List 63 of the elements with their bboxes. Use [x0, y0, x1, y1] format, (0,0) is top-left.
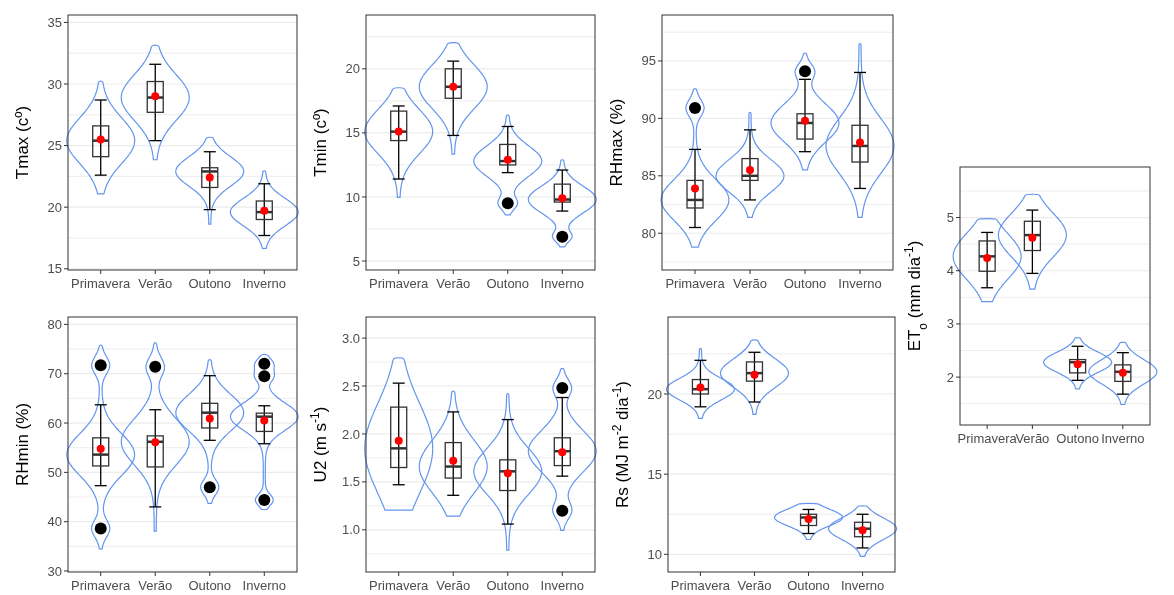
y-tick-label: 2.5: [341, 378, 360, 394]
x-tick-label: Outono: [188, 578, 232, 593]
y-tick-label: 50: [47, 464, 62, 480]
x-tick-label: Verão: [1015, 431, 1050, 446]
x-tick-label: Primavera: [71, 578, 132, 593]
y-tick-label: 30: [47, 76, 62, 92]
x-tick-label: Inverno: [540, 276, 584, 291]
y-tick-label: 95: [641, 53, 656, 69]
x-tick-label: Inverno: [242, 578, 286, 593]
x-tick-label: Primavera: [665, 276, 726, 291]
y-tick-label: 40: [47, 514, 62, 530]
x-tick-label: Outono: [1056, 431, 1099, 446]
x-tick-label: Inverno: [838, 276, 882, 291]
y-tick-label: 80: [641, 225, 656, 241]
x-tick-label: Inverno: [540, 578, 584, 593]
x-tick-label: Verão: [436, 276, 471, 291]
y-tick-label: 60: [47, 415, 62, 431]
y-tick-label: 70: [47, 366, 62, 382]
y-tick-label: 20: [345, 61, 360, 77]
y-tick-label: 15: [647, 466, 662, 482]
x-tick-label: Verão: [138, 578, 173, 593]
y-tick-label: 1.0: [341, 522, 360, 538]
x-tick-label: Primavera: [71, 276, 132, 291]
x-tick-label: Outono: [486, 578, 530, 593]
y-tick-label: 85: [641, 168, 656, 184]
y-axis-title: Tmin (cº): [311, 108, 330, 177]
y-tick-label: 10: [647, 546, 662, 562]
x-tick-label: Verão: [138, 276, 173, 291]
y-tick-label: 5: [352, 253, 360, 269]
y-tick-label: 80: [47, 316, 62, 332]
y-axis-title: RHmax (%): [607, 98, 626, 187]
x-tick-label: Primavera: [369, 276, 430, 291]
y-tick-label: 2: [946, 369, 954, 385]
y-tick-label: 5: [946, 210, 954, 226]
x-tick-label: Verão: [737, 578, 772, 593]
y-tick-label: 30: [47, 563, 62, 579]
x-tick-label: Verão: [436, 578, 471, 593]
x-tick-label: Outono: [787, 578, 830, 593]
y-axis-title: Tmax (cº): [13, 105, 32, 180]
y-tick-label: 20: [47, 199, 62, 215]
y-tick-label: 35: [47, 14, 62, 30]
x-tick-label: Inverno: [242, 276, 286, 291]
y-tick-label: 90: [641, 110, 656, 126]
x-tick-label: Inverno: [1101, 431, 1145, 446]
x-tick-label: Verão: [733, 276, 767, 291]
y-tick-label: 4: [946, 263, 954, 279]
x-tick-label: Outono: [783, 276, 827, 291]
x-tick-label: Outono: [188, 276, 232, 291]
x-tick-label: Primavera: [957, 431, 1018, 446]
y-tick-label: 3: [946, 316, 954, 332]
y-tick-label: 3.0: [341, 330, 360, 346]
y-tick-label: 25: [47, 138, 62, 154]
x-tick-label: Primavera: [369, 578, 430, 593]
x-tick-label: Outono: [486, 276, 530, 291]
y-tick-label: 10: [345, 189, 360, 205]
y-tick-label: 20: [647, 386, 662, 402]
x-tick-label: Primavera: [670, 578, 731, 593]
x-tick-label: Inverno: [840, 578, 885, 593]
y-tick-label: 2.0: [341, 426, 360, 442]
y-axis-title: RHmin (%): [13, 402, 32, 487]
y-tick-label: 15: [47, 261, 62, 277]
y-tick-label: 15: [345, 125, 360, 141]
y-tick-label: 1.5: [341, 474, 360, 490]
